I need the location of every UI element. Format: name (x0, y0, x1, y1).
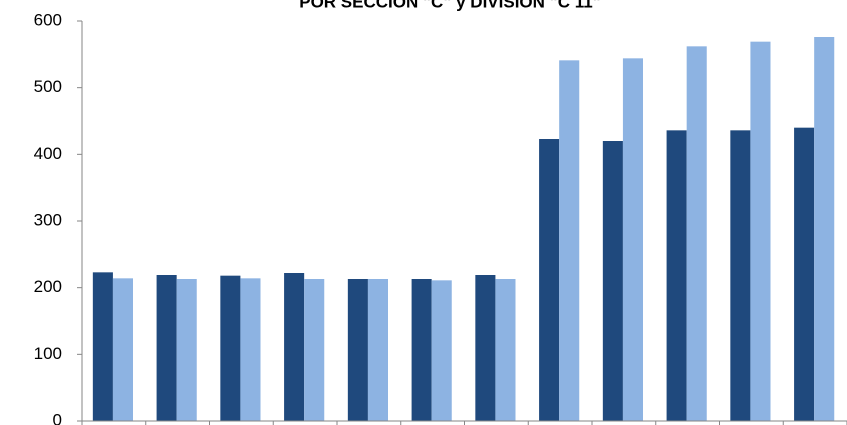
chart-title: POR SECCION "C" y DIVISION "C 11" (299, 0, 600, 11)
bar (431, 280, 452, 421)
bar (475, 275, 496, 421)
bar (156, 275, 177, 421)
y-tick-label: 500 (34, 77, 62, 96)
bar (686, 46, 707, 421)
bar (220, 275, 241, 421)
bar (539, 139, 560, 421)
bar (794, 127, 815, 422)
y-tick-label: 600 (34, 10, 62, 29)
bar (622, 58, 643, 421)
y-tick-label: 0 (53, 410, 62, 425)
y-tick-label: 300 (34, 210, 62, 229)
bar (602, 141, 623, 421)
bar (284, 273, 305, 421)
y-tick-label: 100 (34, 344, 62, 363)
bar (750, 41, 771, 422)
bar (559, 60, 580, 421)
y-tick-label: 200 (34, 277, 62, 296)
bar (367, 279, 388, 421)
bar (730, 130, 751, 422)
bar (176, 279, 197, 421)
bar (814, 37, 835, 421)
bar (112, 278, 133, 421)
bar (411, 279, 432, 421)
y-tick-label: 400 (34, 144, 62, 163)
bar (304, 279, 325, 421)
bar (240, 278, 261, 421)
bar (495, 279, 516, 421)
bar (666, 130, 687, 422)
bar (347, 279, 368, 421)
bar (92, 272, 113, 421)
